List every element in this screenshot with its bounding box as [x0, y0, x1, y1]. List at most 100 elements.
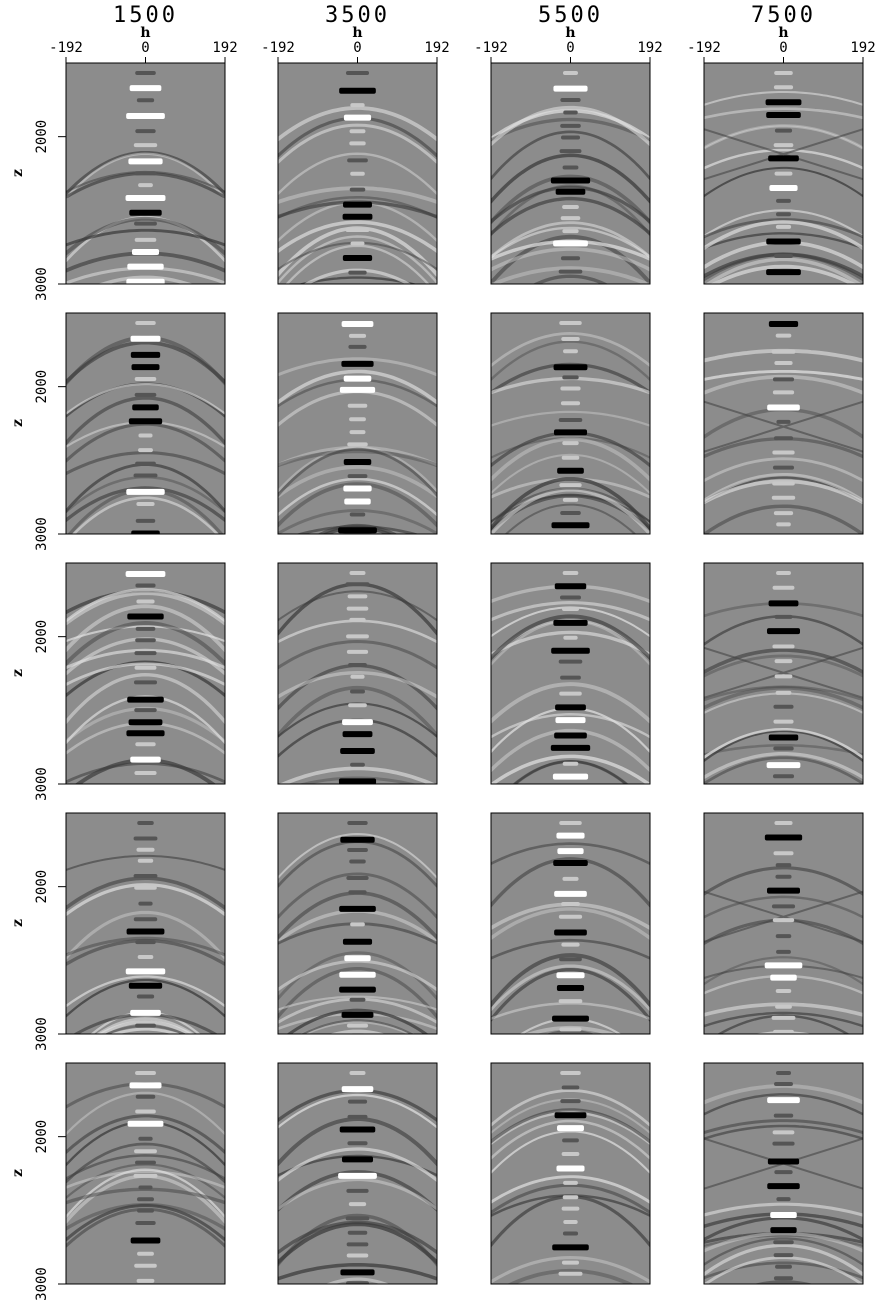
event-bar — [138, 1136, 153, 1141]
event-arc — [704, 752, 863, 780]
event-arc — [278, 685, 437, 739]
event-bar — [350, 922, 365, 927]
event-bar — [552, 773, 589, 780]
event-bar — [552, 1015, 589, 1022]
event-arc — [278, 446, 437, 493]
panel-frame — [65, 62, 226, 285]
event-bar — [134, 171, 157, 176]
event-arc — [491, 410, 650, 427]
event-arc — [704, 1011, 863, 1028]
event-arc — [95, 1017, 196, 1034]
event-bar — [135, 742, 156, 747]
event-arc — [491, 601, 650, 622]
event-bar — [134, 221, 157, 226]
event-arc — [66, 621, 225, 667]
event-bar — [343, 485, 372, 492]
event-arc — [491, 857, 650, 908]
event-bar — [551, 522, 590, 529]
event-bar — [345, 228, 370, 233]
event-bar — [774, 128, 793, 133]
event-arc — [491, 266, 650, 284]
event-arc — [491, 153, 650, 205]
event-arc — [278, 369, 437, 405]
event-arc — [491, 964, 650, 1012]
event-bar — [774, 659, 793, 664]
event-arc — [273, 1292, 441, 1306]
event-arc — [704, 209, 863, 238]
event-bar — [340, 747, 375, 754]
event-arc — [704, 1119, 863, 1135]
event-bar — [775, 1264, 792, 1269]
panel-frame — [490, 62, 651, 285]
event-bar — [766, 762, 801, 769]
event-bar — [562, 761, 579, 766]
event-bar — [550, 177, 591, 184]
event-arc — [491, 614, 650, 661]
event-bar — [555, 717, 586, 724]
event-bar — [558, 1271, 583, 1276]
seismic-panel — [491, 1063, 650, 1284]
seismic-panel — [66, 813, 225, 1034]
panel-frame — [490, 312, 651, 535]
event-bar — [561, 337, 580, 342]
event-bar — [562, 375, 579, 380]
h-axis-label: h — [352, 25, 362, 41]
event-bar — [343, 375, 372, 382]
event-arc — [278, 1222, 437, 1266]
event-bar — [561, 901, 580, 906]
event-bar — [135, 1023, 156, 1028]
event-arc — [66, 876, 225, 911]
event-bar — [138, 448, 153, 453]
event-arc — [300, 1019, 415, 1034]
event-bar — [561, 1152, 580, 1157]
event-bar — [339, 87, 376, 94]
event-arc — [491, 340, 650, 382]
seismic-panel — [491, 313, 650, 534]
event-bar — [347, 158, 368, 163]
event-arc — [506, 1268, 635, 1284]
event-bar — [128, 719, 163, 726]
z-axis-label: z — [10, 919, 26, 927]
event-bar — [128, 418, 163, 425]
event-bar — [339, 386, 376, 393]
seismic-panel — [704, 1063, 863, 1284]
event-bar — [770, 533, 797, 534]
event-bar — [555, 704, 586, 711]
event-bar — [562, 165, 579, 170]
event-bar — [125, 571, 166, 577]
event-arc — [704, 504, 863, 534]
event-arc — [278, 196, 437, 220]
event-arc — [278, 482, 437, 528]
event-arc — [491, 226, 650, 259]
event-arc — [343, 783, 372, 784]
panel-background — [278, 563, 437, 784]
event-arc — [278, 872, 437, 920]
event-bar — [775, 863, 792, 868]
event-arc — [704, 1231, 863, 1244]
event-arc — [704, 744, 863, 756]
event-bar — [771, 1015, 796, 1020]
event-bar — [774, 1082, 793, 1087]
event-bar — [556, 972, 585, 979]
event-arc — [278, 357, 437, 377]
event-arc — [491, 1256, 650, 1284]
event-bar — [766, 628, 801, 635]
event-arc — [491, 842, 650, 866]
event-bar — [774, 821, 793, 825]
event-arc — [278, 152, 437, 196]
event-bar — [343, 114, 372, 121]
event-bar — [764, 962, 803, 969]
event-bar — [772, 918, 795, 923]
event-bar — [772, 390, 795, 395]
event-bar — [560, 1071, 581, 1075]
event-bar — [126, 112, 165, 119]
event-bar — [339, 1126, 376, 1133]
event-arc — [278, 449, 437, 468]
event-bar — [772, 1130, 795, 1135]
event-bar — [347, 1141, 368, 1146]
event-bar — [346, 1281, 369, 1284]
event-arc — [704, 479, 863, 505]
event-bar — [558, 418, 583, 423]
event-bar — [137, 1251, 154, 1256]
